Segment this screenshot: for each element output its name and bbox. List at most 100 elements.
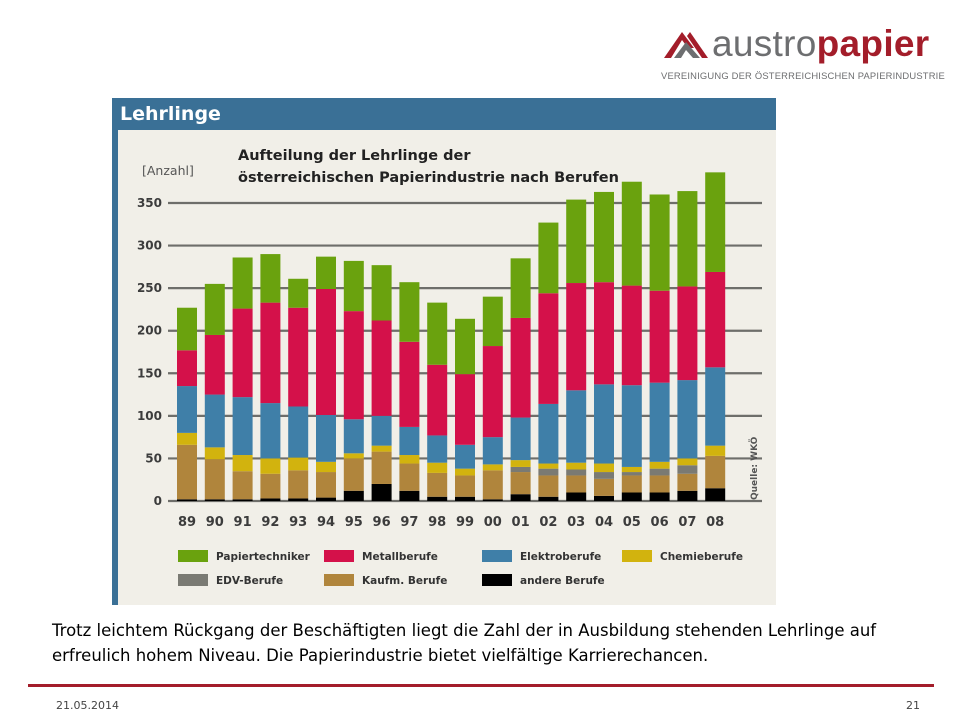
bar-segment <box>594 478 614 496</box>
bar-segment <box>232 397 253 456</box>
x-tick-label: 92 <box>261 515 279 530</box>
bar-segment <box>482 464 503 471</box>
bar-segment <box>371 415 392 446</box>
x-tick-label: 08 <box>706 515 724 530</box>
bar-segment <box>482 346 503 438</box>
panel-left-border <box>112 130 118 605</box>
bar-segment <box>399 455 420 464</box>
bar-segment <box>705 455 726 489</box>
x-tick-label: 04 <box>595 515 613 530</box>
bar-segment <box>260 473 281 499</box>
legend-swatch <box>622 550 652 562</box>
x-tick-label: 91 <box>234 515 252 530</box>
y-tick-label: 150 <box>137 366 162 380</box>
bar-segment <box>399 463 420 491</box>
bar-segment <box>538 496 559 501</box>
bar-segment <box>177 432 197 445</box>
bar-segment <box>594 384 614 464</box>
legend-label: Kaufm. Berufe <box>362 575 447 587</box>
x-tick-label: 02 <box>539 515 557 530</box>
y-tick-label: 0 <box>154 494 162 508</box>
bar-segment <box>482 437 503 465</box>
x-tick-label: 07 <box>678 515 696 530</box>
bar-segment <box>343 260 364 312</box>
bar-segment <box>510 466 531 473</box>
bar-segment <box>621 472 642 476</box>
bar-segment <box>510 460 531 467</box>
x-tick-label: 90 <box>206 515 224 530</box>
bar-segment <box>455 444 475 469</box>
x-tick-label: 06 <box>651 515 669 530</box>
bar-segment <box>343 453 364 459</box>
bar-segment <box>677 465 698 474</box>
legend-label: Metallberufe <box>362 551 438 563</box>
bar-segment <box>455 374 475 445</box>
bar-segment <box>316 256 336 289</box>
legend-label: Papiertechniker <box>216 551 311 563</box>
bar-segment <box>705 271 726 368</box>
austropapier-logo: austropapier VEREINIGUNG DER ÖSTERREICHI… <box>660 23 945 86</box>
bar-segment <box>260 458 281 474</box>
bar-segment <box>343 311 364 420</box>
bar-segment <box>455 318 475 375</box>
x-tick-label: 00 <box>484 515 502 530</box>
caption-text: Trotz leichtem Rückgang der Beschäftigte… <box>52 621 877 665</box>
bar-segment <box>621 285 642 386</box>
bar-segment <box>343 419 364 454</box>
bar-segment <box>427 496 448 501</box>
bar-segment <box>455 475 475 497</box>
bar-segment <box>316 288 336 416</box>
bar-segment <box>566 475 587 493</box>
bar-segment <box>260 254 281 303</box>
bar-segment <box>677 458 698 466</box>
bar-segment <box>538 403 559 464</box>
bar-segment <box>677 286 698 381</box>
bar-segment <box>260 403 281 459</box>
bar-segment <box>566 283 587 391</box>
y-tick-label: 200 <box>137 324 162 338</box>
bar-segment <box>371 265 392 321</box>
bar-segment <box>538 463 559 469</box>
page-number: 21 <box>906 699 920 712</box>
bar-segment <box>399 490 420 501</box>
chart-panel: Lehrlinge 0 50 100 150 200 250 300 350 [Anzahl] A… <box>112 98 776 605</box>
bar-segment <box>594 191 614 283</box>
y-tick-label: 350 <box>137 196 162 210</box>
bar-segment <box>566 492 587 501</box>
bar-segment <box>232 471 253 500</box>
x-tick-label: 95 <box>345 515 363 530</box>
bar-segment <box>371 451 392 484</box>
y-tick-label: 100 <box>137 409 162 423</box>
x-tick-label: 98 <box>428 515 446 530</box>
bar-segment <box>594 472 614 479</box>
footer-date: 21.05.2014 <box>56 699 119 712</box>
bar-segment <box>705 172 726 272</box>
bar-segment <box>510 258 531 318</box>
x-tick-label: 94 <box>317 515 335 530</box>
bar-segment <box>621 385 642 467</box>
x-tick-label: 01 <box>512 515 530 530</box>
bar-segment <box>482 296 503 347</box>
logo-mark-icon <box>664 32 708 58</box>
bar-segment <box>204 459 225 500</box>
chart-title: Aufteilung der Lehrlinge der <box>238 148 471 164</box>
bar-segment <box>538 293 559 404</box>
bar-segment <box>649 290 670 383</box>
bar-segment <box>399 282 420 342</box>
bar-segment <box>371 320 392 416</box>
bar-segment <box>594 463 614 473</box>
bar-segment <box>399 426 420 456</box>
bar-segment <box>621 492 642 501</box>
bar-segment <box>705 367 726 446</box>
legend-swatch <box>482 574 512 586</box>
bar-segment <box>427 435 448 463</box>
stacked-bar-chart: 050100150200250300350[Anzahl]Aufteilung … <box>137 148 762 587</box>
bar-segment <box>288 470 309 499</box>
bar-segment <box>427 472 448 497</box>
chart-title: österreichischen Papierindustrie nach Be… <box>238 170 619 186</box>
bar-segment <box>649 492 670 501</box>
bar-segment <box>371 445 392 452</box>
bar-segment <box>566 199 587 284</box>
bar-segment <box>427 462 448 473</box>
x-tick-label: 99 <box>456 515 474 530</box>
